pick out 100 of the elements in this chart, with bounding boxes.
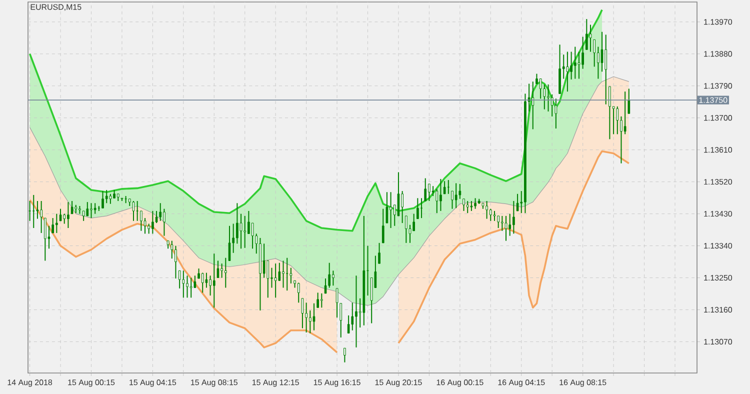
- candlestick: [205, 272, 208, 288]
- candlestick: [278, 262, 281, 282]
- candlestick: [532, 81, 534, 130]
- candlestick: [109, 193, 112, 204]
- candlestick: [266, 260, 270, 298]
- candlestick: [94, 202, 96, 214]
- candlestick: [262, 243, 266, 278]
- candlestick: [347, 314, 350, 334]
- candlestick: [36, 200, 39, 220]
- candlestick: [209, 275, 212, 296]
- candlestick: [344, 348, 346, 363]
- candlestick: [44, 218, 46, 262]
- candlestick: [504, 215, 508, 242]
- candlestick: [585, 18, 588, 50]
- candlestick: [140, 210, 142, 232]
- candlestick: [440, 178, 442, 212]
- candlestick: [198, 268, 200, 279]
- candlestick: [382, 208, 384, 244]
- candlestick: [308, 310, 312, 334]
- candlestick: [67, 202, 70, 229]
- candlestick: [148, 223, 150, 234]
- candlestick: [282, 260, 284, 288]
- candlestick: [82, 210, 85, 222]
- candlestick: [336, 288, 338, 318]
- candlestick: [312, 302, 316, 331]
- candlestick: [454, 182, 458, 209]
- candlestick: [404, 215, 408, 244]
- candlestick: [578, 51, 580, 80]
- candlestick: [589, 24, 592, 52]
- candlestick: [412, 213, 416, 232]
- candlestick: [470, 200, 473, 212]
- candlestick: [451, 190, 454, 210]
- candlestick: [248, 210, 250, 234]
- candlestick: [32, 194, 35, 229]
- candlestick: [378, 242, 380, 264]
- candlestick: [70, 200, 74, 214]
- candlestick: [152, 210, 154, 234]
- candlestick: [624, 91, 626, 135]
- candlestick: [574, 46, 576, 80]
- candlestick: [297, 282, 300, 304]
- candlestick: [462, 198, 465, 212]
- candlestick: [40, 200, 42, 234]
- candlestick: [132, 200, 135, 222]
- candlestick: [201, 272, 204, 294]
- candlestick: [240, 213, 242, 250]
- candlestick: [424, 178, 427, 202]
- candlestick: [216, 260, 220, 278]
- candlestick: [351, 302, 354, 331]
- candlestick: [539, 78, 542, 100]
- candlestick: [582, 36, 584, 70]
- candlestick: [554, 98, 558, 130]
- candlestick: [286, 257, 288, 292]
- candlestick: [59, 208, 62, 222]
- candlestick: [486, 200, 488, 220]
- candlestick: [493, 210, 496, 222]
- candlestick: [159, 202, 162, 222]
- candlestick: [600, 31, 604, 72]
- candlestick: [182, 270, 185, 298]
- candlestick: [190, 277, 192, 298]
- candlestick: [608, 86, 611, 140]
- candlestick: [516, 193, 519, 212]
- candlestick: [290, 267, 292, 284]
- candlestick: [508, 213, 512, 236]
- candlestick: [90, 202, 92, 219]
- candlestick: [489, 208, 492, 222]
- candlestick: [401, 190, 404, 224]
- candlestick: [174, 245, 177, 279]
- candlestick: [301, 298, 304, 329]
- candlestick: [194, 275, 196, 288]
- candlestick: [63, 213, 66, 224]
- candlestick: [236, 202, 238, 244]
- candlestick: [324, 278, 327, 294]
- candlestick: [305, 302, 308, 333]
- candlestick: [501, 215, 504, 232]
- candlestick: [244, 215, 246, 248]
- candlestick: [604, 34, 608, 105]
- candlestick: [224, 257, 227, 288]
- candlestick: [228, 225, 231, 262]
- candlestick: [52, 218, 54, 234]
- candlestick: [355, 275, 358, 348]
- candlestick: [390, 192, 392, 229]
- candlestick: [320, 292, 323, 308]
- candlestick: [332, 270, 334, 286]
- candlestick: [628, 88, 630, 114]
- candlestick: [340, 302, 342, 338]
- candlestick: [474, 198, 476, 210]
- candlestick: [497, 215, 500, 229]
- candlestick: [316, 292, 319, 308]
- candlestick: [186, 275, 188, 298]
- candlestick: [416, 198, 419, 220]
- candlestick: [220, 263, 223, 278]
- candlestick: [466, 200, 469, 214]
- candlestick: [274, 263, 277, 298]
- candlestick: [428, 183, 430, 202]
- candlestick: [86, 202, 89, 216]
- candlestick: [593, 39, 596, 68]
- candlestick: [436, 188, 438, 214]
- candlestick: [458, 183, 462, 200]
- candlestick: [163, 208, 166, 236]
- candlestick: [178, 270, 181, 289]
